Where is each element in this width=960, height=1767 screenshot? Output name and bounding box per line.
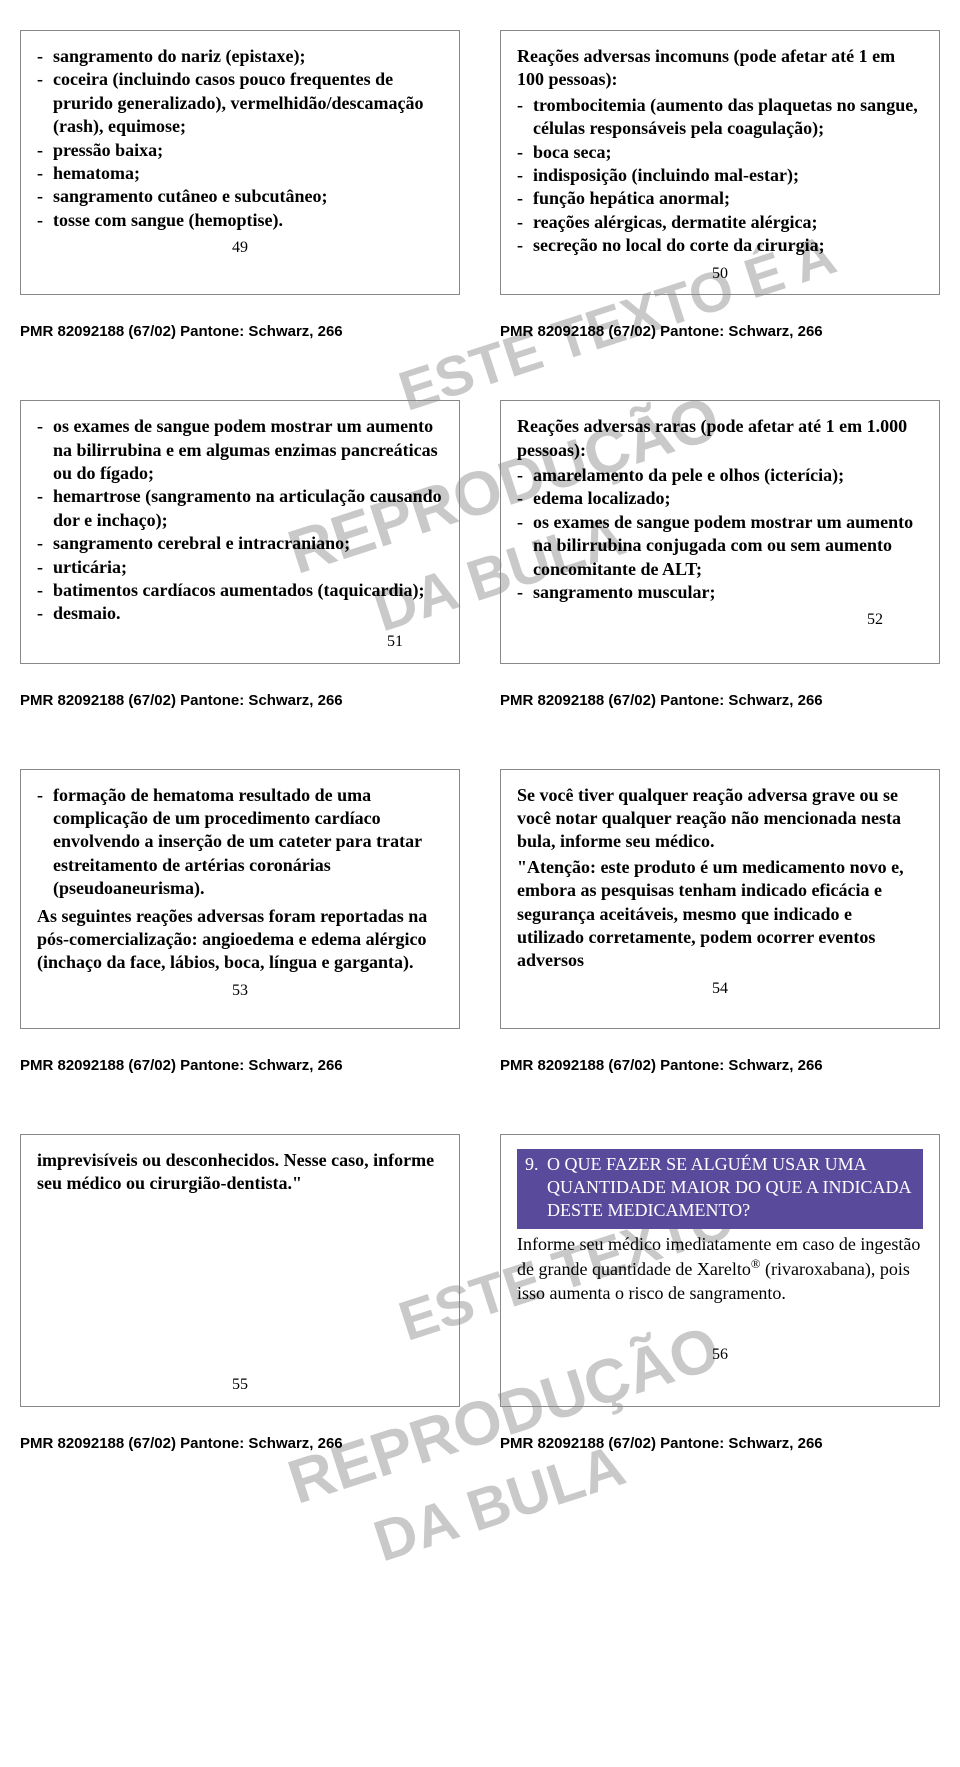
panel-51: -os exames de sangue podem mostrar um au… <box>20 400 460 663</box>
list-item: -trombocitemia (aumento das plaquetas no… <box>517 94 923 141</box>
panel-paragraph: As seguintes reações adversas foram repo… <box>37 905 443 975</box>
bullet-list: -sangramento do nariz (epistaxe); -cocei… <box>37 45 443 232</box>
print-caption: PMR 82092188 (67/02) Pantone: Schwarz, 2… <box>500 692 940 709</box>
page-number: 50 <box>517 264 923 285</box>
page-number: 52 <box>517 610 923 631</box>
document-page: ESTE TEXTO É A REPRODUÇÃO DA BULA ESTE T… <box>0 0 960 1502</box>
panel-paragraph: imprevisíveis ou desconhecidos. Nesse ca… <box>37 1149 443 1196</box>
panel-row: -formação de hematoma resultado de uma c… <box>20 769 940 1029</box>
section-title: O QUE FAZER SE ALGUÉM USAR UMA QUANTIDAD… <box>547 1153 915 1223</box>
list-item: -tosse com sangue (hemoptise). <box>37 209 443 232</box>
list-item: -coceira (incluindo casos pouco frequent… <box>37 68 443 138</box>
list-item: -formação de hematoma resultado de uma c… <box>37 784 443 901</box>
list-item: -sangramento muscular; <box>517 581 923 604</box>
list-item: -sangramento cerebral e intracraniano; <box>37 532 443 555</box>
panel-paragraph: Informe seu médico imediatamente em caso… <box>517 1233 923 1305</box>
watermark-line: DA BULA <box>366 1432 633 1576</box>
print-caption: PMR 82092188 (67/02) Pantone: Schwarz, 2… <box>20 1435 460 1452</box>
page-number: 55 <box>37 1375 443 1396</box>
list-item: -desmaio. <box>37 602 443 625</box>
bullet-list: -formação de hematoma resultado de uma c… <box>37 784 443 901</box>
print-caption: PMR 82092188 (67/02) Pantone: Schwarz, 2… <box>20 323 460 340</box>
list-item: -boca seca; <box>517 141 923 164</box>
list-item: -hematoma; <box>37 162 443 185</box>
panel-52: Reações adversas raras (pode afetar até … <box>500 400 940 663</box>
bullet-list: -os exames de sangue podem mostrar um au… <box>37 415 443 626</box>
panel-paragraph: Se você tiver qualquer reação adversa gr… <box>517 784 923 854</box>
list-item: -urticária; <box>37 556 443 579</box>
list-item: -sangramento do nariz (epistaxe); <box>37 45 443 68</box>
print-caption: PMR 82092188 (67/02) Pantone: Schwarz, 2… <box>500 323 940 340</box>
page-number: 53 <box>37 981 443 1002</box>
list-item: -amarelamento da pele e olhos (icterícia… <box>517 464 923 487</box>
caption-row: PMR 82092188 (67/02) Pantone: Schwarz, 2… <box>20 1057 940 1074</box>
print-caption: PMR 82092188 (67/02) Pantone: Schwarz, 2… <box>20 692 460 709</box>
caption-row: PMR 82092188 (67/02) Pantone: Schwarz, 2… <box>20 1435 940 1452</box>
panel-56: 9. O QUE FAZER SE ALGUÉM USAR UMA QUANTI… <box>500 1134 940 1408</box>
panel-row: -os exames de sangue podem mostrar um au… <box>20 400 940 663</box>
list-item: -pressão baixa; <box>37 139 443 162</box>
list-item: -edema localizado; <box>517 487 923 510</box>
section-number: 9. <box>525 1153 547 1223</box>
panel-paragraph: "Atenção: este produto é um medicamento … <box>517 856 923 973</box>
list-item: -os exames de sangue podem mostrar um au… <box>517 511 923 581</box>
panel-intro: Reações adversas incomuns (pode afetar a… <box>517 45 923 92</box>
list-item: -reações alérgicas, dermatite alérgica; <box>517 211 923 234</box>
panel-row: imprevisíveis ou desconhecidos. Nesse ca… <box>20 1134 940 1408</box>
list-item: -hemartrose (sangramento na articulação … <box>37 485 443 532</box>
bullet-list: -trombocitemia (aumento das plaquetas no… <box>517 94 923 258</box>
caption-row: PMR 82092188 (67/02) Pantone: Schwarz, 2… <box>20 692 940 709</box>
panel-49: -sangramento do nariz (epistaxe); -cocei… <box>20 30 460 295</box>
panel-50: Reações adversas incomuns (pode afetar a… <box>500 30 940 295</box>
print-caption: PMR 82092188 (67/02) Pantone: Schwarz, 2… <box>500 1435 940 1452</box>
panel-55: imprevisíveis ou desconhecidos. Nesse ca… <box>20 1134 460 1408</box>
list-item: -função hepática anormal; <box>517 187 923 210</box>
page-number: 56 <box>517 1345 923 1366</box>
list-item: -batimentos cardíacos aumentados (taquic… <box>37 579 443 602</box>
print-caption: PMR 82092188 (67/02) Pantone: Schwarz, 2… <box>20 1057 460 1074</box>
panel-53: -formação de hematoma resultado de uma c… <box>20 769 460 1029</box>
page-number: 54 <box>517 979 923 1000</box>
list-item: -os exames de sangue podem mostrar um au… <box>37 415 443 485</box>
print-caption: PMR 82092188 (67/02) Pantone: Schwarz, 2… <box>500 1057 940 1074</box>
caption-row: PMR 82092188 (67/02) Pantone: Schwarz, 2… <box>20 323 940 340</box>
bullet-list: -amarelamento da pele e olhos (icterícia… <box>517 464 923 604</box>
section-heading-box: 9. O QUE FAZER SE ALGUÉM USAR UMA QUANTI… <box>517 1149 923 1229</box>
list-item: -sangramento cutâneo e subcutâneo; <box>37 185 443 208</box>
page-number: 49 <box>37 238 443 259</box>
panel-54: Se você tiver qualquer reação adversa gr… <box>500 769 940 1029</box>
list-item: -secreção no local do corte da cirurgia; <box>517 234 923 257</box>
list-item: -indisposição (incluindo mal-estar); <box>517 164 923 187</box>
page-number: 51 <box>37 632 443 653</box>
panel-row: -sangramento do nariz (epistaxe); -cocei… <box>20 30 940 295</box>
panel-intro: Reações adversas raras (pode afetar até … <box>517 415 923 462</box>
